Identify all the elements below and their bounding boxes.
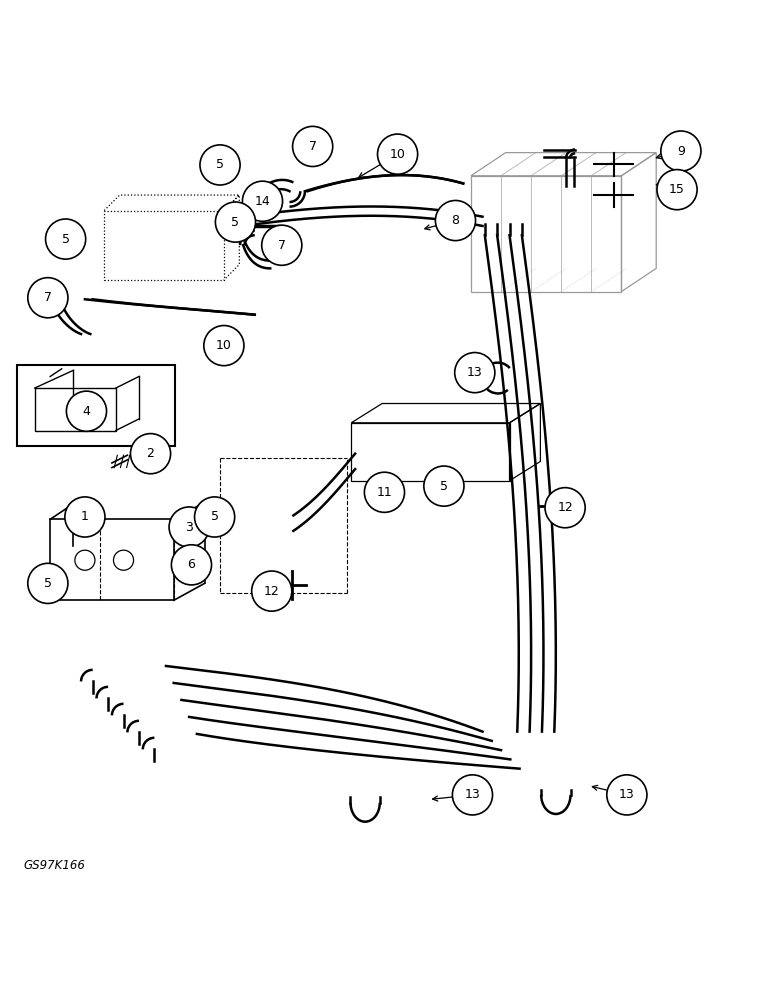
Text: GS97K166: GS97K166: [23, 859, 85, 872]
Text: 12: 12: [264, 585, 279, 598]
Circle shape: [364, 472, 405, 512]
Circle shape: [435, 200, 476, 241]
Bar: [17, 365, 175, 446]
Circle shape: [657, 170, 697, 210]
Text: 13: 13: [467, 366, 482, 379]
Text: 7: 7: [309, 140, 317, 153]
Text: 8: 8: [452, 214, 459, 227]
Text: 5: 5: [216, 158, 224, 171]
Circle shape: [28, 563, 68, 603]
Circle shape: [28, 278, 68, 318]
Circle shape: [378, 134, 418, 174]
Text: 14: 14: [255, 195, 270, 208]
Text: 7: 7: [278, 239, 286, 252]
Text: 13: 13: [465, 788, 480, 801]
Text: 5: 5: [232, 216, 239, 229]
Text: 7: 7: [44, 291, 52, 304]
Circle shape: [661, 131, 701, 171]
Circle shape: [46, 219, 86, 259]
Circle shape: [545, 488, 585, 528]
Circle shape: [452, 775, 493, 815]
Text: 10: 10: [216, 339, 232, 352]
Text: 10: 10: [390, 148, 405, 161]
Circle shape: [262, 225, 302, 265]
Text: 4: 4: [83, 405, 90, 418]
Text: 9: 9: [677, 145, 685, 158]
Circle shape: [424, 466, 464, 506]
Circle shape: [65, 497, 105, 537]
Circle shape: [200, 145, 240, 185]
Circle shape: [66, 391, 107, 431]
Text: 6: 6: [188, 558, 195, 571]
Circle shape: [607, 775, 647, 815]
Text: 12: 12: [557, 501, 573, 514]
Text: 13: 13: [619, 788, 635, 801]
Circle shape: [455, 353, 495, 393]
Circle shape: [252, 571, 292, 611]
Text: 15: 15: [669, 183, 685, 196]
Circle shape: [293, 126, 333, 166]
Text: 5: 5: [211, 510, 218, 523]
Text: 1: 1: [81, 510, 89, 523]
Circle shape: [169, 507, 209, 547]
Text: 5: 5: [44, 577, 52, 590]
Text: 3: 3: [185, 521, 193, 534]
Text: 5: 5: [440, 480, 448, 493]
Text: 5: 5: [62, 233, 69, 246]
Circle shape: [242, 181, 283, 221]
Circle shape: [204, 326, 244, 366]
Circle shape: [195, 497, 235, 537]
Circle shape: [215, 202, 256, 242]
Text: 11: 11: [377, 486, 392, 499]
Circle shape: [171, 545, 212, 585]
Text: 2: 2: [147, 447, 154, 460]
Circle shape: [130, 434, 171, 474]
